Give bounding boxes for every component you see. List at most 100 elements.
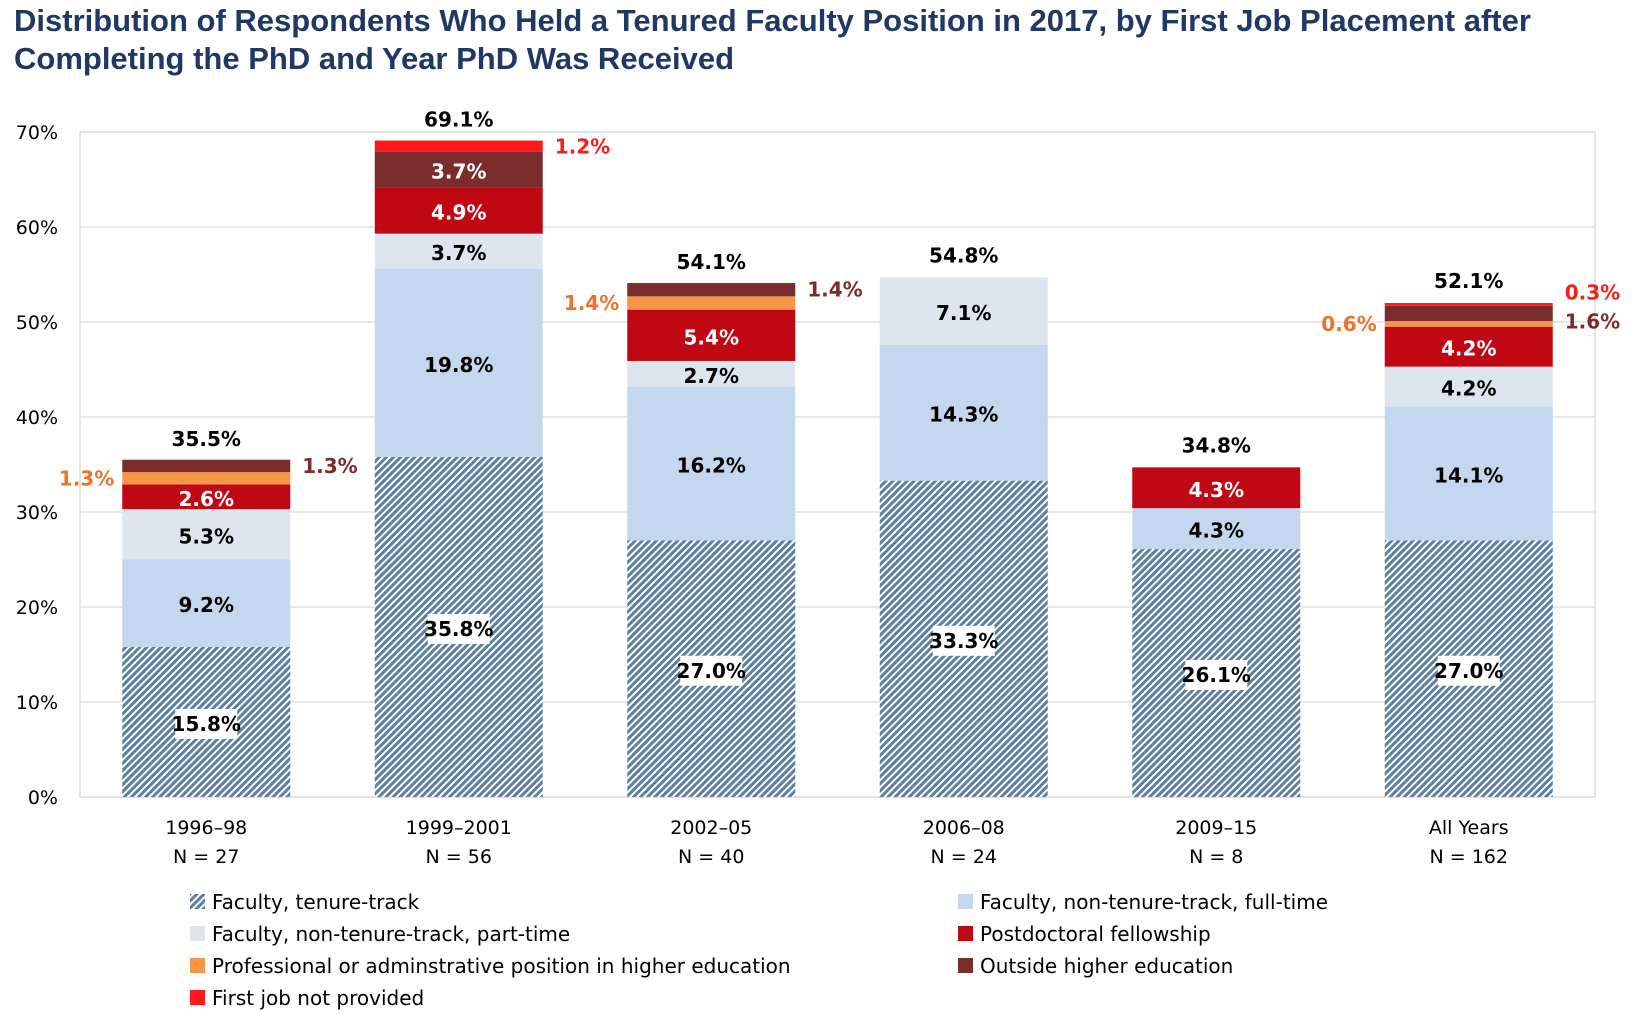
bar-segment bbox=[879, 344, 1048, 481]
data-label: 26.1% bbox=[1182, 663, 1251, 687]
x-category-label: All Years bbox=[1429, 817, 1509, 839]
data-label-box bbox=[1185, 660, 1248, 691]
bar-segment bbox=[122, 472, 291, 485]
legend-swatch bbox=[190, 926, 205, 941]
total-label: 54.8% bbox=[929, 243, 998, 267]
data-label: 4.3% bbox=[1189, 519, 1244, 543]
data-label: 5.3% bbox=[179, 524, 234, 548]
data-label-box bbox=[680, 655, 743, 686]
data-label: 14.3% bbox=[929, 403, 998, 427]
data-label-box bbox=[932, 625, 995, 656]
bar-segment bbox=[374, 140, 543, 152]
y-tick-label: 0% bbox=[28, 787, 58, 809]
legend-label: Postdoctoral fellowship bbox=[980, 922, 1211, 946]
chart-title: Distribution of Respondents Who Held a T… bbox=[14, 3, 1531, 76]
total-label: 69.1% bbox=[424, 108, 493, 132]
data-label: 0.3% bbox=[1565, 280, 1620, 304]
bar-segment bbox=[374, 151, 543, 188]
legend-swatch bbox=[958, 926, 973, 941]
total-label: 34.8% bbox=[1182, 433, 1251, 457]
data-label: 33.3% bbox=[929, 629, 998, 653]
data-label: 4.2% bbox=[1441, 377, 1496, 401]
x-category-label: 1999–2001 bbox=[406, 817, 512, 839]
bar-segment bbox=[1132, 467, 1301, 509]
bar-segment bbox=[374, 187, 543, 234]
bar-segment bbox=[627, 360, 796, 387]
bar-segment bbox=[879, 277, 1048, 345]
bar-segment bbox=[1384, 366, 1553, 407]
bar-segment bbox=[122, 484, 291, 510]
legend-label: Faculty, tenure-track bbox=[212, 890, 420, 914]
bar-segment bbox=[627, 309, 796, 361]
data-label: 5.4% bbox=[684, 325, 739, 349]
x-n-label: N = 40 bbox=[678, 846, 744, 868]
legend-label: First job not provided bbox=[212, 986, 424, 1010]
legend-swatch bbox=[190, 958, 205, 973]
total-label: 52.1% bbox=[1434, 269, 1503, 293]
data-label: 1.6% bbox=[1565, 309, 1620, 333]
data-label-box bbox=[175, 708, 238, 739]
legend-label: Outside higher education bbox=[980, 954, 1233, 978]
x-n-label: N = 162 bbox=[1430, 846, 1508, 868]
data-label: 1.4% bbox=[807, 278, 862, 302]
data-label: 27.0% bbox=[677, 659, 746, 683]
data-label: 19.8% bbox=[424, 353, 493, 377]
y-tick-label: 20% bbox=[16, 597, 58, 619]
legend-label: Faculty, non-tenure-track, part-time bbox=[212, 922, 570, 946]
bar-segment bbox=[374, 233, 543, 269]
bar-segment bbox=[627, 296, 796, 310]
data-label: 7.1% bbox=[936, 301, 991, 325]
bar-segment bbox=[122, 559, 291, 647]
data-label: 3.7% bbox=[431, 160, 486, 184]
data-label-box bbox=[427, 613, 490, 644]
total-label: 35.5% bbox=[172, 427, 241, 451]
bar-segment bbox=[1384, 406, 1553, 541]
data-label: 15.8% bbox=[172, 712, 241, 736]
y-tick-label: 60% bbox=[16, 217, 58, 239]
data-label: 35.8% bbox=[424, 617, 493, 641]
bar-segment bbox=[627, 283, 796, 297]
bar-segment bbox=[1384, 326, 1553, 367]
total-label: 54.1% bbox=[677, 250, 746, 274]
data-label-box bbox=[1437, 655, 1500, 686]
data-label: 1.3% bbox=[302, 454, 357, 478]
legend-swatch bbox=[958, 894, 973, 909]
legend-swatch bbox=[958, 958, 973, 973]
plot-frame bbox=[79, 131, 1596, 798]
data-label: 4.2% bbox=[1441, 337, 1496, 361]
x-n-label: N = 8 bbox=[1189, 846, 1243, 868]
data-label: 3.7% bbox=[431, 241, 486, 265]
legend-swatch bbox=[190, 990, 205, 1005]
data-label: 2.7% bbox=[684, 364, 739, 388]
bar-segment bbox=[122, 509, 291, 560]
data-label: 1.2% bbox=[555, 134, 610, 158]
data-label: 27.0% bbox=[1434, 659, 1503, 683]
x-category-label: 2002–05 bbox=[670, 817, 752, 839]
y-tick-label: 30% bbox=[16, 502, 58, 524]
data-label: 4.3% bbox=[1189, 478, 1244, 502]
x-category-label: 1996–98 bbox=[165, 817, 247, 839]
x-n-label: N = 27 bbox=[173, 846, 239, 868]
x-n-label: N = 56 bbox=[426, 846, 492, 868]
data-label: 16.2% bbox=[677, 454, 746, 478]
x-category-label: 2009–15 bbox=[1175, 817, 1257, 839]
bar-segment bbox=[627, 386, 796, 541]
x-category-label: 2006–08 bbox=[923, 817, 1005, 839]
legend-label: Faculty, non-tenure-track, full-time bbox=[980, 890, 1328, 914]
bar-segment bbox=[374, 268, 543, 457]
bar-segment bbox=[1132, 508, 1301, 550]
bar-segment bbox=[1384, 303, 1553, 306]
bar-segment bbox=[122, 459, 291, 473]
bar-segment bbox=[1384, 305, 1553, 322]
data-label: 4.9% bbox=[431, 200, 486, 224]
data-label: 1.3% bbox=[59, 466, 114, 490]
bar-segment bbox=[1384, 321, 1553, 327]
data-label: 14.1% bbox=[1434, 464, 1503, 488]
y-tick-label: 70% bbox=[16, 122, 58, 144]
legend-swatch bbox=[190, 894, 205, 909]
y-tick-label: 50% bbox=[16, 312, 58, 334]
y-tick-label: 40% bbox=[16, 407, 58, 429]
data-label: 9.2% bbox=[179, 593, 234, 617]
data-label: 0.6% bbox=[1321, 312, 1376, 336]
